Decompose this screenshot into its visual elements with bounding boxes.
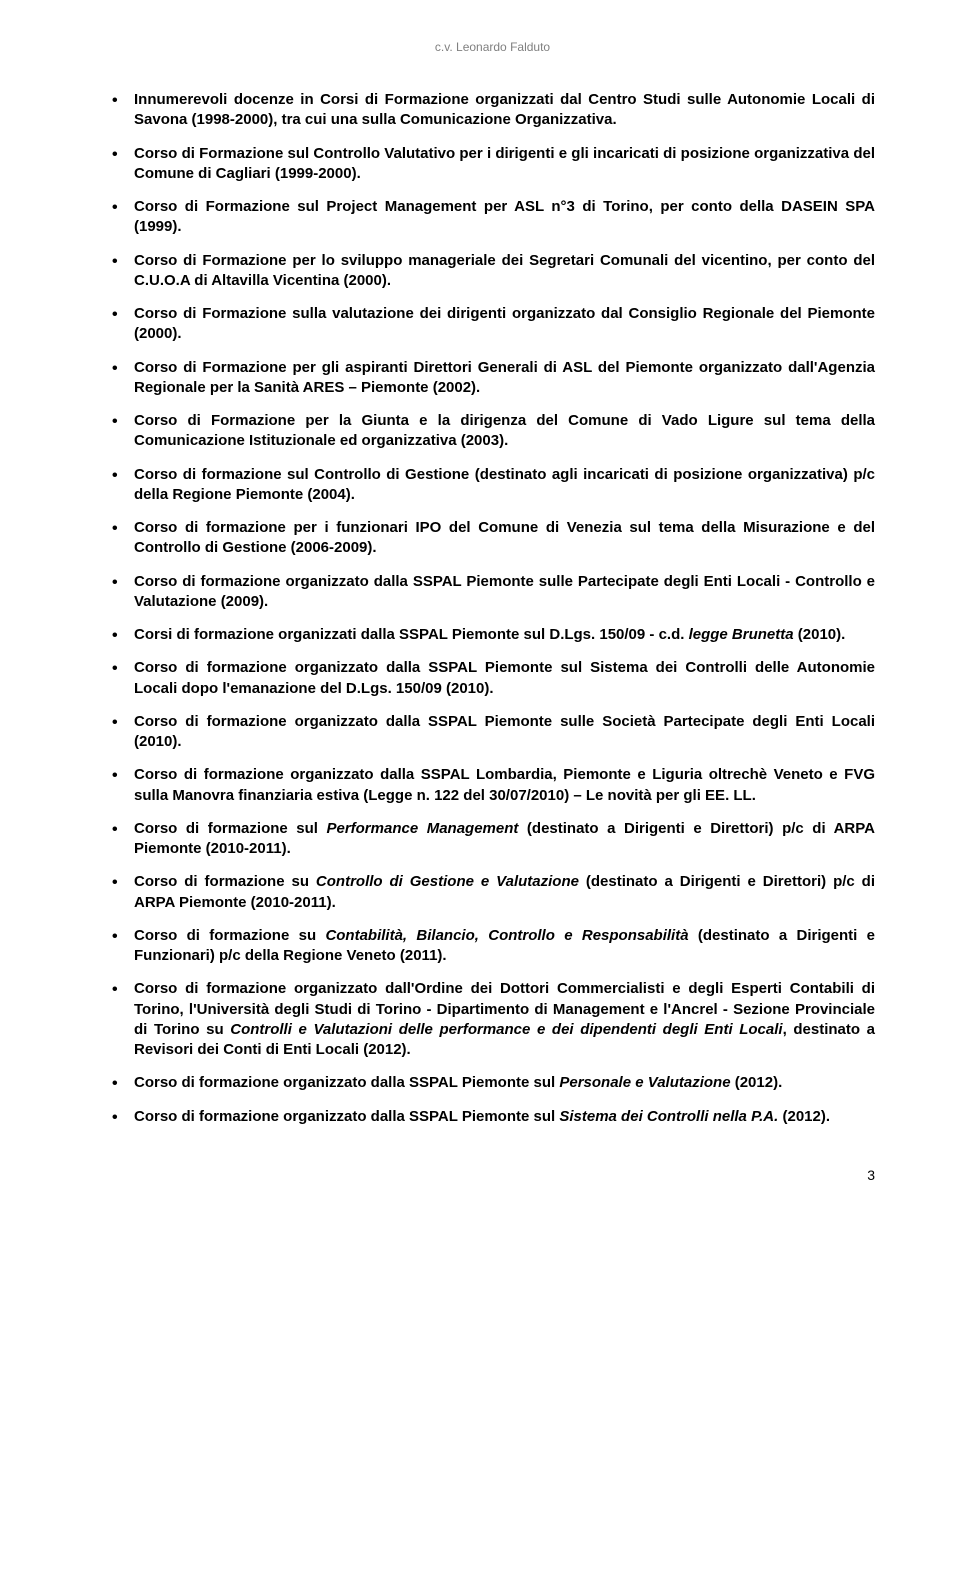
list-item: Corso di formazione organizzato dall'Ord… <box>110 979 875 1060</box>
list-item: Corsi di formazione organizzati dalla SS… <box>110 625 875 645</box>
list-item: Corso di Formazione per la Giunta e la d… <box>110 411 875 452</box>
list-item: Corso di formazione su Contabilità, Bila… <box>110 926 875 967</box>
list-item: Corso di Formazione per gli aspiranti Di… <box>110 358 875 399</box>
list-item: Corso di formazione organizzato dalla SS… <box>110 658 875 699</box>
list-item: Corso di Formazione per lo sviluppo mana… <box>110 251 875 292</box>
list-item: Corso di formazione organizzato dalla SS… <box>110 765 875 806</box>
list-item: Corso di Formazione sul Controllo Valuta… <box>110 144 875 185</box>
page-number: 3 <box>110 1167 875 1183</box>
list-item: Corso di formazione organizzato dalla SS… <box>110 1073 875 1093</box>
list-item: Corso di Formazione sul Project Manageme… <box>110 197 875 238</box>
list-item: Corso di formazione su Controllo di Gest… <box>110 872 875 913</box>
list-item: Corso di formazione sul Performance Mana… <box>110 819 875 860</box>
list-item: Corso di formazione organizzato dalla SS… <box>110 712 875 753</box>
list-item: Corso di formazione sul Controllo di Ges… <box>110 465 875 506</box>
list-item: Corso di formazione organizzato dalla SS… <box>110 572 875 613</box>
list-item: Corso di Formazione sulla valutazione de… <box>110 304 875 345</box>
page-header: c.v. Leonardo Falduto <box>110 40 875 54</box>
list-item: Corso di formazione per i funzionari IPO… <box>110 518 875 559</box>
list-item: Corso di formazione organizzato dalla SS… <box>110 1107 875 1127</box>
list-item: Innumerevoli docenze in Corsi di Formazi… <box>110 90 875 131</box>
bullet-list: Innumerevoli docenze in Corsi di Formazi… <box>110 90 875 1127</box>
